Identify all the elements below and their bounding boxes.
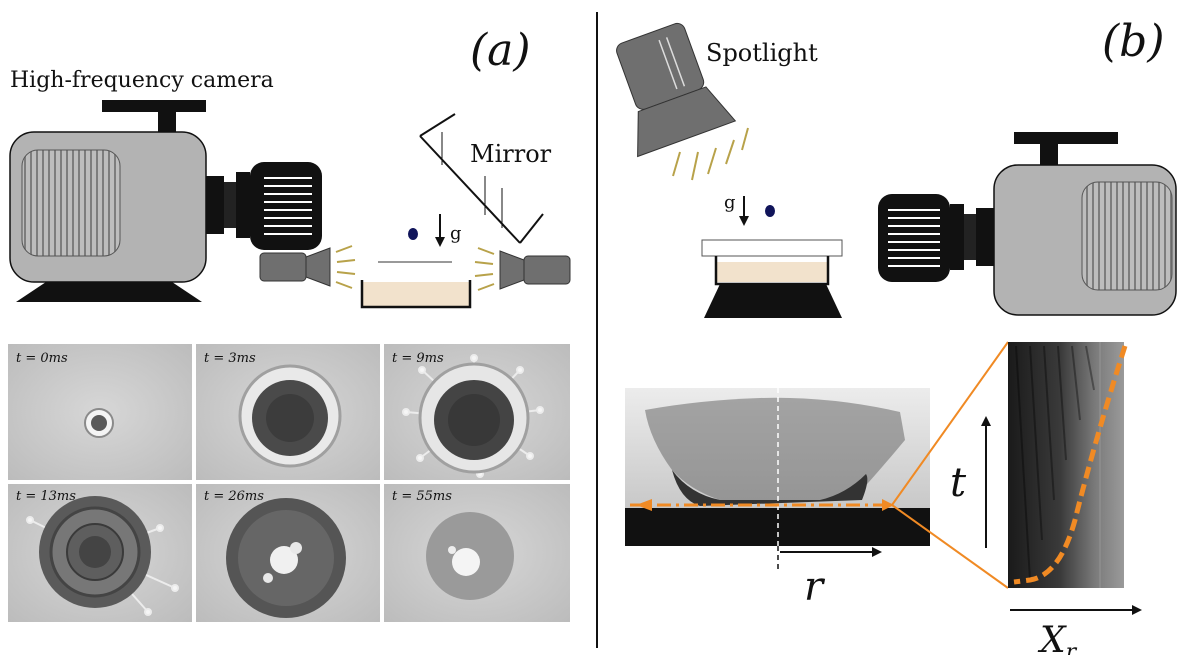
frame-time-label: t = 26ms <box>204 489 264 504</box>
frame-time-label: t = 3ms <box>204 351 256 366</box>
droplet-icon <box>765 205 775 217</box>
spotlight-icon <box>616 22 749 181</box>
high-frequency-camera-icon <box>9 100 322 302</box>
snapshot-frame: t = 0ms <box>8 344 192 480</box>
mirror-icon <box>419 113 544 244</box>
connector-line <box>891 504 1009 589</box>
left-lamp-icon <box>259 245 356 289</box>
snapshot-grid: t = 0ms t = 3ms <box>8 344 570 622</box>
sample-stand-icon <box>701 239 843 318</box>
droplet-icon <box>408 228 418 240</box>
r-label: r <box>804 564 826 610</box>
snapshot-frame: t = 3ms <box>196 344 380 480</box>
frame-time-label: t = 13ms <box>16 489 76 504</box>
mirror-label: Mirror <box>470 140 552 168</box>
panel-b: (b) Spotlight g <box>616 16 1177 655</box>
snapshot-frame: t = 9ms <box>384 344 570 480</box>
snapshot-frame: t = 26ms <box>196 484 380 622</box>
camera-icon <box>878 132 1177 316</box>
panel-a: (a) High-frequency camera <box>8 25 571 622</box>
space-time-plot <box>1008 342 1128 588</box>
t-label: t <box>950 460 967 506</box>
snapshot-frame: t = 55ms <box>384 484 570 622</box>
splash-side-view <box>625 388 930 572</box>
camera-label: High-frequency camera <box>10 68 274 93</box>
snapshot-frame: t = 13ms <box>8 484 192 622</box>
xr-label-main: X <box>1037 620 1067 655</box>
xr-label-subscript: r <box>1066 640 1078 655</box>
frame-time-label: t = 0ms <box>16 351 68 366</box>
frame-time-label: t = 55ms <box>392 489 452 504</box>
connector-line <box>891 341 1009 506</box>
frame-time-label: t = 9ms <box>392 351 444 366</box>
xr-label: Xr <box>1037 620 1078 655</box>
right-lamp-icon <box>474 247 571 291</box>
sample-container-icon <box>360 261 472 309</box>
spotlight-label: Spotlight <box>706 39 818 67</box>
gravity-label: g <box>450 223 462 244</box>
panel-b-label: (b) <box>1102 16 1165 67</box>
panel-a-label: (a) <box>470 25 531 76</box>
gravity-label: g <box>724 192 736 213</box>
